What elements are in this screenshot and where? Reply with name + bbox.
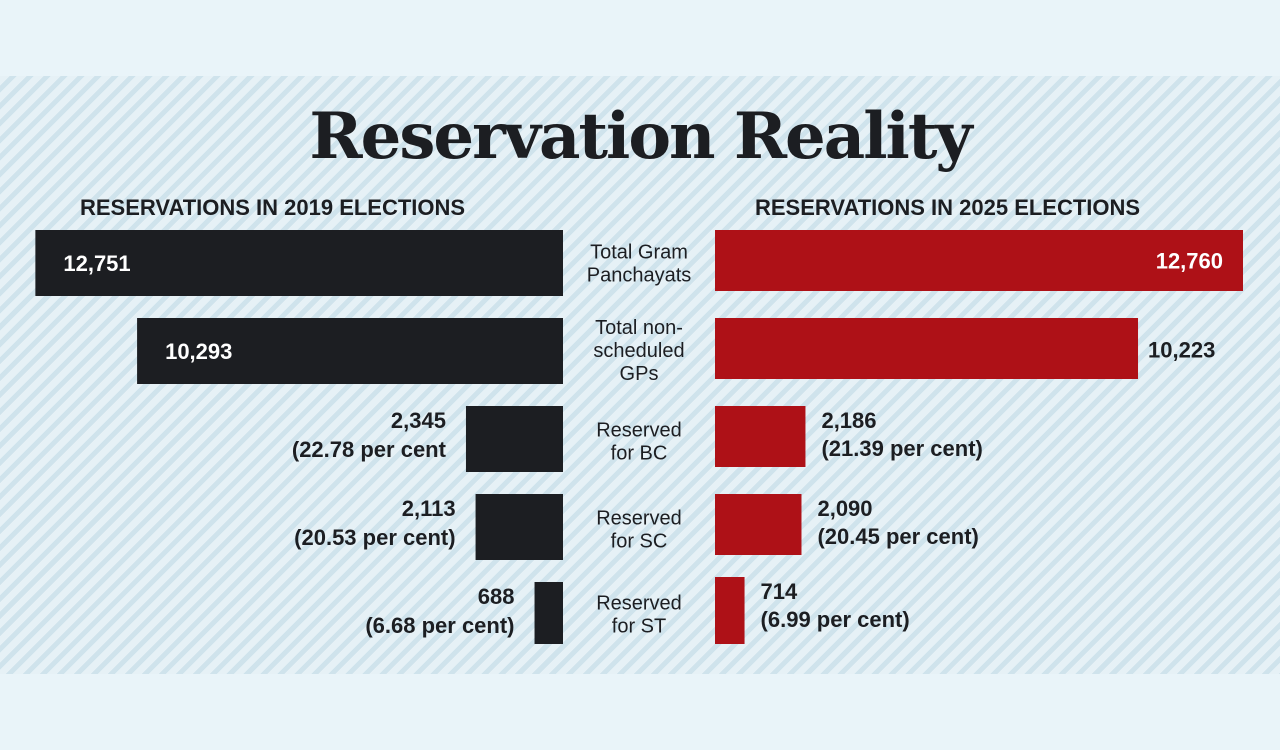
data-label-2025: 12,760 <box>1156 249 1223 274</box>
bar-2019 <box>534 582 563 644</box>
data-label-2025: (21.39 per cent) <box>821 436 982 461</box>
bar-2019 <box>475 494 563 560</box>
category-label: GPs <box>620 363 659 385</box>
bar-2025 <box>715 494 802 555</box>
subtitle-2025: RESERVATIONS IN 2025 ELECTIONS <box>755 195 1141 220</box>
category-label: Total Gram <box>590 242 688 264</box>
bar-2025 <box>715 318 1139 379</box>
category-label: Panchayats <box>587 265 692 287</box>
bar-2019 <box>137 318 563 384</box>
category-label: Reserved <box>596 420 682 442</box>
bar-2025 <box>715 230 1243 291</box>
data-label-2019: 10,293 <box>165 339 232 364</box>
category-label: Reserved <box>596 593 682 615</box>
chart-title: Reservation Reality <box>309 99 972 174</box>
bar-2025 <box>715 406 806 467</box>
data-label-2019: 2,345 <box>391 408 446 433</box>
category-label: for ST <box>612 616 666 638</box>
data-label-2025: (20.45 per cent) <box>817 524 978 549</box>
category-label: for SC <box>611 531 668 553</box>
data-label-2025: 714 <box>761 579 798 604</box>
data-label-2025: (6.99 per cent) <box>761 607 910 632</box>
data-label-2025: 10,223 <box>1148 338 1215 363</box>
category-label: Reserved <box>596 508 682 530</box>
category-label: scheduled <box>593 340 684 362</box>
bar-2019 <box>465 406 563 472</box>
data-label-2019: (22.78 per cent <box>292 437 447 462</box>
data-label-2025: 2,186 <box>821 408 876 433</box>
subtitle-2019: RESERVATIONS IN 2019 ELECTIONS <box>80 195 466 220</box>
category-label: for BC <box>611 443 668 465</box>
bar-2019 <box>35 230 563 296</box>
bar-2025 <box>715 577 745 644</box>
data-label-2025: 2,090 <box>817 496 872 521</box>
data-label-2019: (6.68 per cent) <box>365 613 514 638</box>
data-label-2019: (20.53 per cent) <box>294 525 455 550</box>
data-label-2019: 688 <box>478 584 515 609</box>
data-label-2019: 12,751 <box>63 251 130 276</box>
category-label: Total non- <box>595 317 683 339</box>
data-label-2019: 2,113 <box>402 496 456 521</box>
